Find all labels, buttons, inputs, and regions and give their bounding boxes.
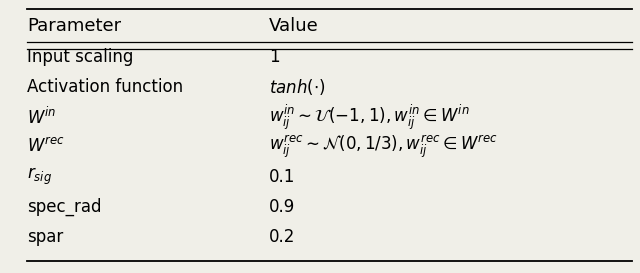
Text: $tanh(\cdot)$: $tanh(\cdot)$ (269, 77, 326, 97)
Text: $r_{sig}$: $r_{sig}$ (27, 166, 52, 188)
Text: Input scaling: Input scaling (27, 48, 133, 66)
Text: spar: spar (27, 228, 63, 246)
Text: 0.2: 0.2 (269, 228, 296, 246)
Text: $W^{rec}$: $W^{rec}$ (27, 138, 65, 156)
Text: 0.1: 0.1 (269, 168, 296, 186)
Text: Value: Value (269, 17, 319, 35)
Text: spec_rad: spec_rad (27, 198, 101, 216)
Text: Activation function: Activation function (27, 78, 183, 96)
Text: Parameter: Parameter (27, 17, 121, 35)
Text: $W^{in}$: $W^{in}$ (27, 106, 56, 128)
Text: $w_{ij}^{rec} \sim \mathcal{N}(0,1/3), w_{ij}^{rec} \in W^{rec}$: $w_{ij}^{rec} \sim \mathcal{N}(0,1/3), w… (269, 133, 498, 161)
Text: 0.9: 0.9 (269, 198, 295, 216)
Text: $w_{ij}^{in} \sim \mathcal{U}(-1,1), w_{ij}^{in} \in W^{in}$: $w_{ij}^{in} \sim \mathcal{U}(-1,1), w_{… (269, 102, 470, 132)
Text: 1: 1 (269, 48, 280, 66)
